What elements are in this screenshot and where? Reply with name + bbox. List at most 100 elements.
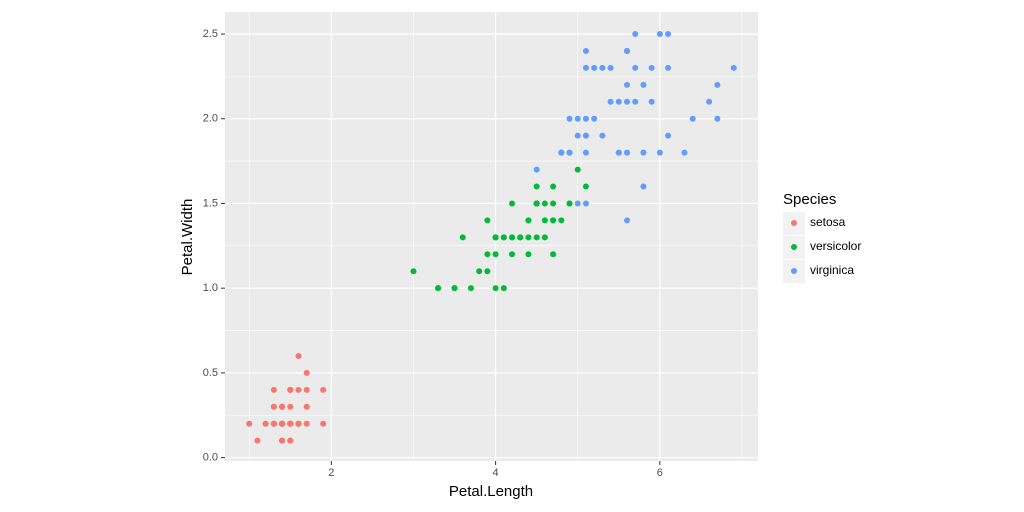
grid	[225, 12, 758, 461]
point	[632, 98, 639, 105]
legend-label: virginica	[810, 263, 854, 277]
y-tick-label: 0.5	[203, 367, 218, 379]
point	[295, 420, 302, 427]
legend-label: setosa	[810, 215, 846, 229]
point	[279, 420, 286, 427]
legend-swatch	[791, 244, 797, 250]
y-tick-label: 0.0	[203, 452, 218, 464]
point	[303, 386, 310, 393]
point	[500, 285, 507, 292]
point	[665, 64, 672, 71]
y-tick-label: 1.5	[203, 197, 218, 209]
point	[681, 149, 688, 156]
point	[566, 115, 573, 122]
point	[533, 166, 540, 173]
point	[410, 268, 417, 275]
point	[574, 166, 581, 173]
x-tick-label: 4	[493, 467, 499, 479]
point	[550, 200, 557, 207]
point	[624, 81, 631, 88]
point	[262, 420, 269, 427]
point	[665, 132, 672, 139]
point	[484, 251, 491, 258]
point	[574, 200, 581, 207]
point	[246, 420, 253, 427]
point	[320, 420, 327, 427]
point	[656, 149, 663, 156]
points	[246, 31, 737, 444]
point	[270, 386, 277, 393]
point	[640, 149, 647, 156]
point	[632, 31, 639, 38]
point	[714, 115, 721, 122]
x-tick-label: 6	[657, 467, 663, 479]
point	[624, 149, 631, 156]
point	[287, 386, 294, 393]
point	[566, 149, 573, 156]
point	[550, 183, 557, 190]
point	[558, 217, 565, 224]
point	[574, 115, 581, 122]
point	[303, 420, 310, 427]
point	[632, 64, 639, 71]
point	[484, 217, 491, 224]
point	[533, 234, 540, 241]
point	[303, 369, 310, 376]
point	[533, 183, 540, 190]
point	[287, 420, 294, 427]
point	[574, 132, 581, 139]
point	[541, 200, 548, 207]
point	[706, 98, 713, 105]
point	[459, 234, 466, 241]
point	[648, 98, 655, 105]
point	[492, 234, 499, 241]
point	[451, 285, 458, 292]
point	[500, 234, 507, 241]
point	[525, 217, 532, 224]
y-tick-label: 1.0	[203, 282, 218, 294]
point	[640, 81, 647, 88]
point	[607, 98, 614, 105]
point	[287, 403, 294, 410]
point	[566, 200, 573, 207]
point	[591, 64, 598, 71]
point	[624, 98, 631, 105]
point	[467, 285, 474, 292]
point	[656, 31, 663, 38]
point	[509, 234, 516, 241]
point	[541, 217, 548, 224]
point	[525, 251, 532, 258]
point	[582, 183, 589, 190]
y-tick-label: 2.0	[203, 113, 218, 125]
point	[558, 149, 565, 156]
point	[279, 403, 286, 410]
point	[582, 200, 589, 207]
point	[517, 234, 524, 241]
point	[591, 115, 598, 122]
point	[582, 47, 589, 54]
point	[624, 217, 631, 224]
point	[435, 285, 442, 292]
legend-swatch	[791, 268, 797, 274]
point	[599, 64, 606, 71]
legend-title: Species	[783, 191, 836, 208]
point	[714, 81, 721, 88]
point	[640, 183, 647, 190]
point	[254, 437, 261, 444]
point	[599, 132, 606, 139]
point	[492, 251, 499, 258]
point	[476, 268, 483, 275]
point	[582, 64, 589, 71]
point	[270, 420, 277, 427]
x-tick-label: 2	[328, 467, 334, 479]
point	[533, 200, 540, 207]
point	[287, 437, 294, 444]
panel	[225, 12, 758, 461]
point	[484, 268, 491, 275]
point	[665, 31, 672, 38]
point	[492, 285, 499, 292]
point	[295, 386, 302, 393]
point	[279, 437, 286, 444]
point	[541, 234, 548, 241]
